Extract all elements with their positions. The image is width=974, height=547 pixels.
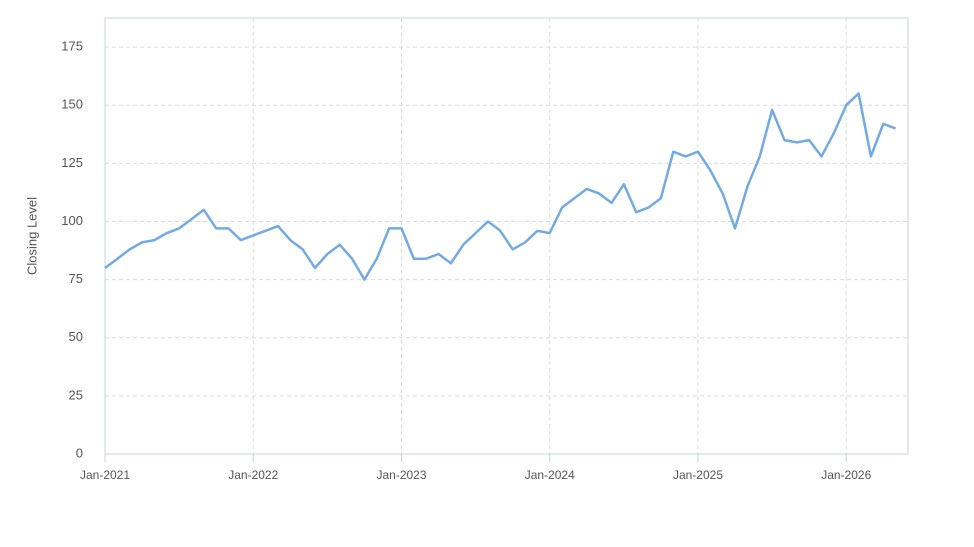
y-tick-label: 125 — [61, 155, 83, 170]
x-tick-label: Jan-2024 — [525, 468, 575, 482]
y-tick-label: 150 — [61, 97, 83, 112]
x-tick-label: Jan-2025 — [673, 468, 723, 482]
x-tick-label: Jan-2026 — [821, 468, 871, 482]
x-tick-label: Jan-2022 — [228, 468, 278, 482]
x-tick-label: Jan-2023 — [376, 468, 426, 482]
y-tick-label: 75 — [69, 271, 83, 286]
y-axis-label: Closing Level — [24, 197, 39, 275]
y-tick-label: 100 — [61, 213, 83, 228]
y-tick-label: 175 — [61, 39, 83, 54]
line-series — [104, 92, 897, 281]
y-tick-label: 50 — [69, 329, 83, 344]
y-tick-label: 25 — [69, 387, 83, 402]
y-tick-label: 0 — [76, 445, 83, 460]
x-tick-label: Jan-2021 — [80, 468, 130, 482]
plot-frame — [104, 17, 909, 455]
